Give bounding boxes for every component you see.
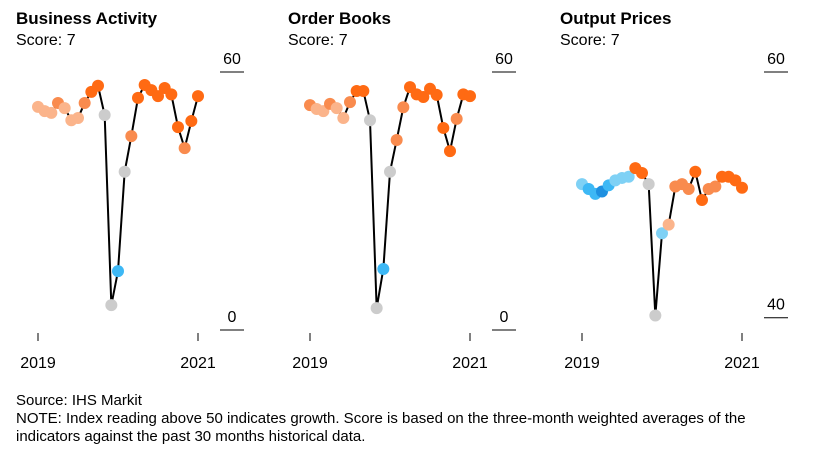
data-point (92, 79, 104, 92)
data-point (344, 96, 356, 109)
data-point (709, 180, 722, 193)
data-point (656, 227, 668, 240)
data-point (165, 88, 178, 101)
data-point (178, 142, 191, 155)
y-tick-label: 0 (500, 309, 509, 326)
data-point (636, 167, 648, 180)
chart-title: Order Books (288, 9, 391, 28)
y-tick-label: 0 (228, 309, 237, 326)
data-point (364, 114, 376, 127)
data-point (58, 102, 71, 115)
data-point (397, 101, 410, 114)
data-point (172, 121, 184, 134)
data-point (622, 170, 635, 183)
y-tick-label: 60 (223, 51, 241, 68)
data-point (384, 165, 396, 178)
x-tick-label: 2019 (20, 355, 56, 372)
data-point (118, 165, 131, 178)
x-tick-label: 2019 (292, 355, 328, 372)
data-point (662, 218, 675, 231)
data-point (98, 109, 111, 122)
data-point (417, 90, 430, 103)
data-point (437, 121, 450, 134)
data-point (112, 265, 124, 278)
data-point (105, 299, 118, 312)
data-point (736, 181, 748, 194)
note: NOTE: Index reading above 50 indicates g… (16, 410, 746, 445)
x-tick-label: 2019 (564, 355, 600, 372)
data-point (357, 84, 370, 97)
data-point (152, 90, 164, 103)
source: Source: IHS Markit (16, 392, 142, 409)
y-tick-label: 60 (767, 51, 785, 68)
chart-title: Business Activity (16, 9, 158, 28)
data-point (390, 133, 403, 146)
data-point (185, 115, 198, 128)
data-point (45, 106, 58, 119)
data-point (125, 130, 138, 143)
data-point (337, 112, 350, 125)
series-line (309, 85, 471, 309)
chart-title: Output Prices (560, 9, 671, 28)
data-point (642, 178, 655, 191)
data-point (72, 112, 84, 125)
y-tick-label: 60 (495, 51, 513, 68)
data-point (330, 102, 343, 115)
data-point (649, 309, 662, 322)
panel: Order Books Score: 7 0 60 2019 2021 (288, 9, 516, 372)
footer: Source: IHS Markit NOTE: Index reading a… (16, 392, 776, 446)
data-point (78, 97, 91, 109)
data-point (450, 112, 463, 125)
chart-subtitle: Score: 7 (288, 32, 348, 49)
x-tick-label: 2021 (180, 355, 216, 372)
chart-subtitle: Score: 7 (560, 32, 620, 49)
data-point (682, 183, 695, 195)
data-point (444, 145, 456, 158)
data-point (696, 194, 708, 207)
panel: Business Activity Score: 7 0 60 2019 2021 (16, 9, 244, 372)
chart-subtitle: Score: 7 (16, 32, 76, 49)
data-point (430, 88, 443, 101)
data-point (192, 90, 204, 103)
data-point (689, 165, 702, 178)
x-tick-label: 2021 (452, 355, 488, 372)
data-point (464, 90, 476, 103)
panel: Output Prices Score: 7 40 60 2019 2021 (560, 9, 788, 372)
y-tick-label: 40 (767, 297, 785, 314)
data-point (132, 91, 144, 104)
x-tick-label: 2021 (724, 355, 760, 372)
data-point (370, 302, 383, 315)
data-point (377, 262, 390, 275)
